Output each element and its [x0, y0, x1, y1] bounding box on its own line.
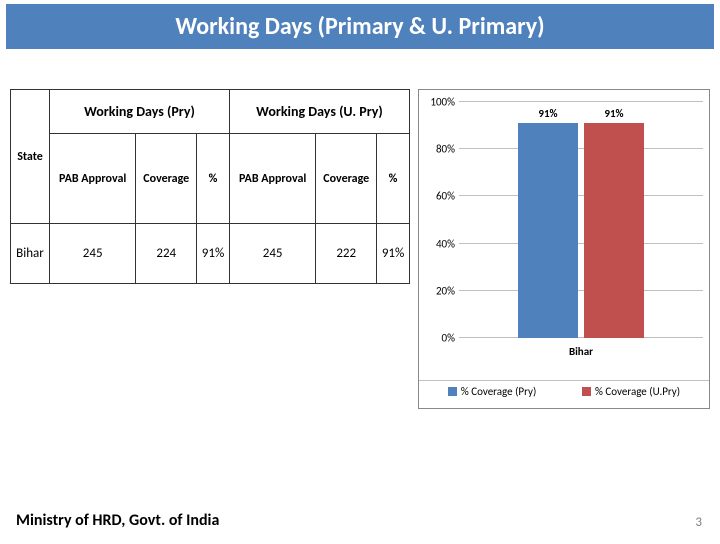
- col-pry-pct: %: [197, 134, 230, 224]
- table-container: State Working Days (Pry) Working Days (U…: [10, 89, 410, 409]
- cell-pry-pab: 245: [49, 224, 135, 284]
- bar-value-label: 91%: [518, 107, 578, 120]
- col-upry-pab: PAB Approval: [229, 134, 315, 224]
- bar-1: 91%: [584, 123, 644, 338]
- legend-label: % Coverage (U.Pry): [595, 385, 680, 398]
- legend: % Coverage (Pry) % Coverage (U.Pry): [419, 380, 709, 402]
- y-tick-label: 40%: [421, 237, 455, 250]
- gridline: [459, 148, 703, 149]
- y-tick-label: 60%: [421, 190, 455, 203]
- bar-chart: 0%20%40%60%80%100%91%91% Bihar % Coverag…: [418, 89, 710, 409]
- content-area: State Working Days (Pry) Working Days (U…: [0, 49, 720, 409]
- cell-upry-cov: 222: [316, 224, 377, 284]
- gridline: [459, 243, 703, 244]
- col-pry-pab: PAB Approval: [49, 134, 135, 224]
- gridline: [459, 101, 703, 102]
- legend-label: % Coverage (Pry): [461, 385, 536, 398]
- footer-text: Ministry of HRD, Govt. of India: [16, 511, 219, 530]
- x-axis-label: Bihar: [459, 345, 703, 358]
- col-upry-cov: Coverage: [316, 134, 377, 224]
- legend-item: % Coverage (Pry): [448, 385, 536, 398]
- cell-state: Bihar: [11, 224, 50, 284]
- bar-0: 91%: [518, 123, 578, 338]
- cell-upry-pab: 245: [229, 224, 315, 284]
- table-row: Bihar 245 224 91% 245 222 91%: [11, 224, 410, 284]
- legend-swatch: [448, 387, 457, 396]
- gridline: [459, 290, 703, 291]
- y-tick-label: 100%: [421, 96, 455, 109]
- cell-upry-pct: 91%: [377, 224, 410, 284]
- group-header-pry: Working Days (Pry): [49, 90, 229, 134]
- group-header-upry: Working Days (U. Pry): [229, 90, 409, 134]
- col-pry-cov: Coverage: [136, 134, 197, 224]
- gridline: [459, 195, 703, 196]
- y-tick-label: 80%: [421, 143, 455, 156]
- cell-pry-cov: 224: [136, 224, 197, 284]
- plot-area: 0%20%40%60%80%100%91%91%: [459, 102, 703, 338]
- legend-item: % Coverage (U.Pry): [582, 385, 680, 398]
- col-state: State: [11, 90, 50, 224]
- slide-title: Working Days (Primary & U. Primary): [6, 4, 714, 49]
- col-upry-pct: %: [377, 134, 410, 224]
- y-tick-label: 20%: [421, 284, 455, 297]
- legend-swatch: [582, 387, 591, 396]
- bar-value-label: 91%: [584, 107, 644, 120]
- page-number: 3: [695, 515, 702, 530]
- working-days-table: State Working Days (Pry) Working Days (U…: [10, 89, 410, 284]
- y-tick-label: 0%: [421, 332, 455, 345]
- cell-pry-pct: 91%: [197, 224, 230, 284]
- gridline: [459, 337, 703, 338]
